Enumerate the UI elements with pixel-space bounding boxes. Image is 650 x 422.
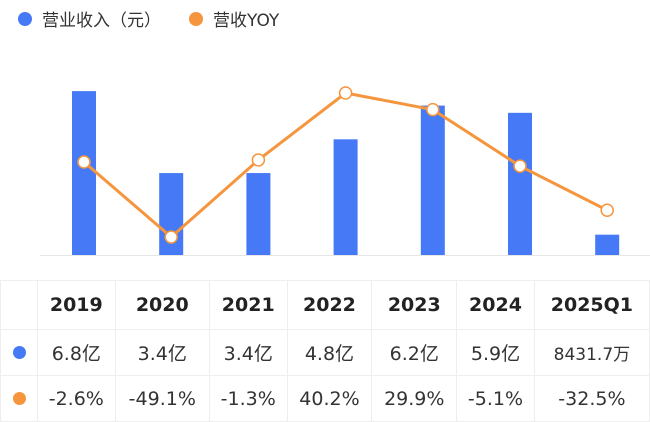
table-cell-revenue: 3.4亿: [114, 329, 210, 376]
table-header-cell: 2022: [286, 280, 373, 330]
table-header-cell: 2025Q1: [533, 280, 650, 330]
data-table: 2019 2020 2021 2022 2023 2024 2025Q1 6.8亿 3.4亿 3…: [0, 280, 650, 422]
revenue-bar[interactable]: [595, 234, 620, 255]
table-cell-yoy: -32.5%: [533, 375, 650, 422]
table-corner-cell: [0, 280, 38, 330]
table-cell-yoy: -5.1%: [456, 375, 535, 422]
table-cell-yoy: -2.6%: [37, 375, 116, 422]
table-row-marker: [0, 329, 38, 376]
revenue-dot-icon: [12, 345, 26, 359]
table-row-marker: [0, 375, 38, 422]
table-cell-yoy: 40.2%: [286, 375, 373, 422]
table-cell-revenue: 3.4亿: [208, 329, 288, 376]
yoy-point[interactable]: [164, 230, 178, 244]
legend-item-revenue[interactable]: 营业收入（元）: [18, 6, 161, 31]
table-row-yoy: -2.6% -49.1% -1.3% 40.2% 29.9% -5.1% -32.5%: [0, 375, 650, 422]
legend-dot-icon: [189, 11, 203, 26]
table-cell-revenue: 4.8亿: [286, 329, 373, 376]
table-header-cell: 2023: [371, 280, 458, 330]
table-header-cell: 2024: [456, 280, 535, 330]
table-cell-yoy: -1.3%: [208, 375, 288, 422]
yoy-point[interactable]: [426, 102, 440, 117]
revenue-bar[interactable]: [72, 91, 96, 256]
yoy-dot-icon: [12, 391, 26, 405]
table-row-revenue: 6.8亿 3.4亿 3.4亿 4.8亿 6.2亿 5.9亿 8431.7万: [0, 329, 650, 376]
legend-item-yoy[interactable]: 营收YOY: [189, 6, 279, 31]
revenue-bar[interactable]: [246, 173, 271, 255]
combo-chart: [40, 86, 650, 256]
table-cell-revenue: 6.8亿: [37, 329, 116, 376]
chart-legend: 营业收入（元） 营收YOY: [18, 6, 307, 31]
revenue-bar[interactable]: [333, 139, 358, 255]
table-header-cell: 2020: [114, 280, 210, 330]
yoy-point[interactable]: [600, 203, 614, 218]
table-cell-yoy: 29.9%: [371, 375, 458, 422]
revenue-bar[interactable]: [508, 112, 532, 255]
table-header-row: 2019 2020 2021 2022 2023 2024 2025Q1: [0, 280, 650, 330]
table-cell-revenue: 5.9亿: [456, 329, 535, 376]
legend-label: 营业收入（元）: [42, 11, 161, 31]
revenue-bar[interactable]: [420, 105, 445, 255]
table-cell-revenue: 6.2亿: [371, 329, 458, 376]
table-header-cell: 2021: [208, 280, 288, 330]
legend-dot-icon: [18, 11, 32, 26]
yoy-point[interactable]: [77, 155, 91, 169]
table-cell-yoy: -49.1%: [114, 375, 210, 422]
table-cell-revenue: 8431.7万: [533, 329, 650, 376]
table-header-cell: 2019: [37, 280, 116, 330]
yoy-point[interactable]: [513, 159, 527, 173]
yoy-point[interactable]: [338, 86, 353, 100]
yoy-point[interactable]: [251, 153, 266, 167]
legend-label: 营收YOY: [213, 11, 280, 31]
